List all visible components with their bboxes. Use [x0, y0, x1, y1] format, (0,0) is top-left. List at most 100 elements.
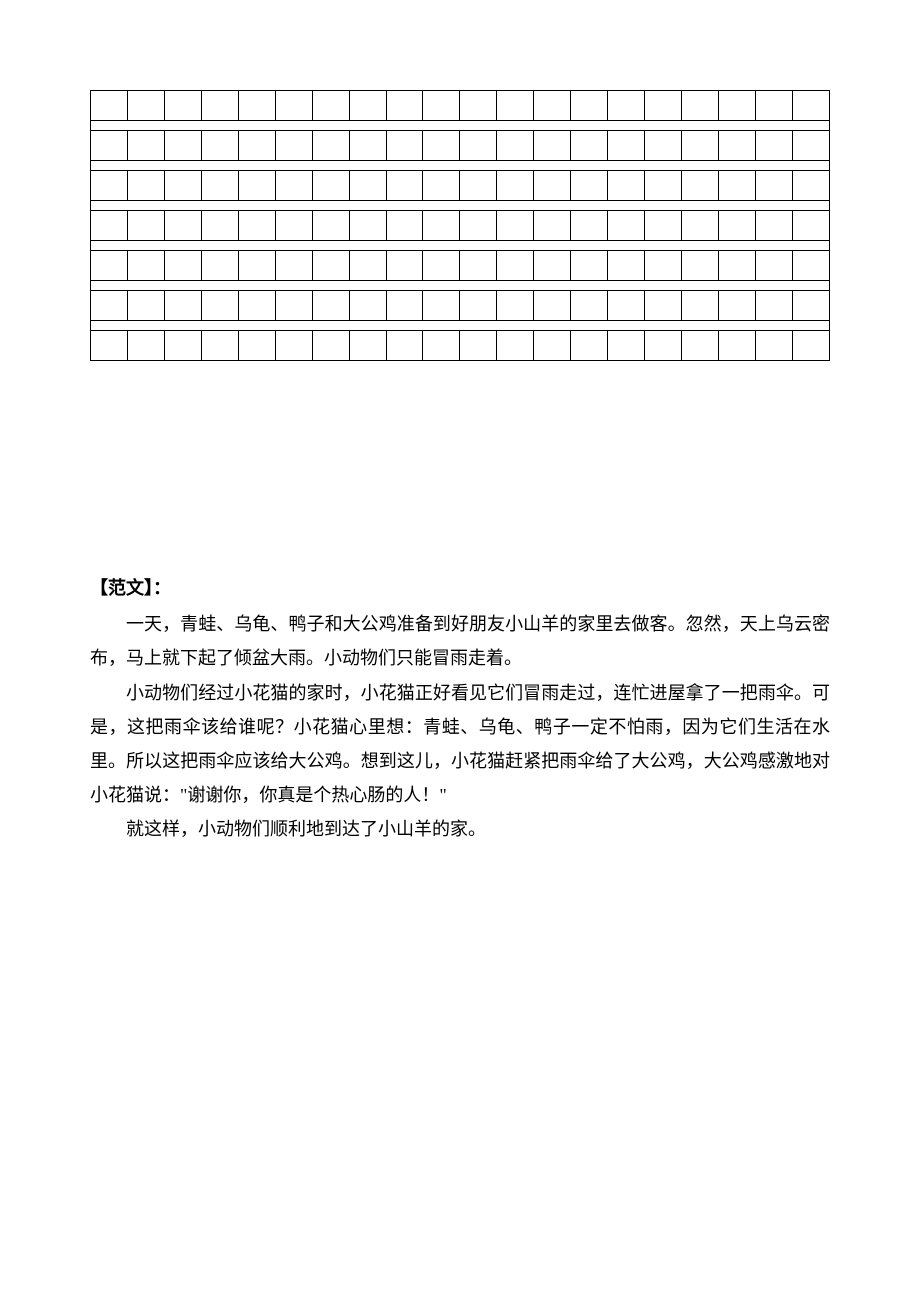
grid-spacer-row [91, 241, 830, 251]
grid-cell [91, 251, 128, 281]
grid-cell [792, 211, 829, 241]
grid-cell [608, 171, 645, 201]
essay-paragraph: 就这样，小动物们顺利地到达了小山羊的家。 [90, 812, 830, 846]
grid-cell [423, 171, 460, 201]
grid-cell [349, 131, 386, 161]
grid-cell [645, 131, 682, 161]
grid-row [91, 131, 830, 161]
grid-cell [534, 91, 571, 121]
grid-cell [91, 291, 128, 321]
grid-spacer-cell [91, 121, 830, 131]
grid-cell [682, 291, 719, 321]
grid-cell [312, 91, 349, 121]
essay-paragraph: 小动物们经过小花猫的家时，小花猫正好看见它们冒雨走过，连忙进屋拿了一把雨伞。可是… [90, 676, 830, 813]
grid-cell [423, 91, 460, 121]
grid-row [91, 291, 830, 321]
grid-cell [312, 331, 349, 361]
grid-cell [755, 91, 792, 121]
grid-cell [645, 331, 682, 361]
grid-cell [423, 291, 460, 321]
grid-cell [386, 291, 423, 321]
grid-cell [127, 171, 164, 201]
grid-cell [608, 91, 645, 121]
grid-row [91, 211, 830, 241]
grid-cell [718, 131, 755, 161]
grid-spacer-row [91, 121, 830, 131]
grid-cell [127, 251, 164, 281]
grid-cell [792, 91, 829, 121]
grid-cell [497, 331, 534, 361]
grid-cell [792, 291, 829, 321]
grid-cell [755, 171, 792, 201]
grid-cell [645, 91, 682, 121]
grid-cell [164, 291, 201, 321]
essay-title: 【范文】： [90, 571, 830, 605]
grid-cell [423, 211, 460, 241]
grid-cell [238, 131, 275, 161]
grid-cell [460, 331, 497, 361]
grid-cell [386, 211, 423, 241]
grid-cell [201, 291, 238, 321]
grid-cell [238, 251, 275, 281]
grid-cell [127, 91, 164, 121]
grid-cell [497, 291, 534, 321]
grid-cell [792, 131, 829, 161]
grid-cell [460, 251, 497, 281]
grid-cell [127, 131, 164, 161]
grid-cell [645, 251, 682, 281]
grid-cell [349, 291, 386, 321]
grid-spacer-cell [91, 281, 830, 291]
grid-cell [312, 211, 349, 241]
grid-cell [755, 291, 792, 321]
grid-row [91, 251, 830, 281]
grid-cell [682, 211, 719, 241]
grid-cell [201, 131, 238, 161]
grid-cell [571, 171, 608, 201]
grid-cell [571, 331, 608, 361]
grid-cell [164, 131, 201, 161]
grid-cell [312, 131, 349, 161]
grid-cell [275, 251, 312, 281]
grid-cell [91, 91, 128, 121]
grid-spacer-row [91, 201, 830, 211]
grid-cell [682, 131, 719, 161]
grid-cell [608, 131, 645, 161]
grid-cell [275, 91, 312, 121]
grid-cell [682, 331, 719, 361]
grid-cell [164, 331, 201, 361]
grid-cell [275, 131, 312, 161]
writing-grid [90, 90, 830, 361]
grid-cell [201, 91, 238, 121]
grid-spacer-cell [91, 161, 830, 171]
grid-cell [718, 331, 755, 361]
grid-cell [238, 291, 275, 321]
grid-cell [755, 211, 792, 241]
essay-paragraph: 一天，青蛙、乌龟、鸭子和大公鸡准备到好朋友小山羊的家里去做客。忽然，天上乌云密布… [90, 607, 830, 675]
grid-cell [275, 211, 312, 241]
grid-cell [718, 171, 755, 201]
grid-cell [497, 131, 534, 161]
grid-cell [386, 171, 423, 201]
grid-cell [497, 251, 534, 281]
grid-cell [645, 291, 682, 321]
grid-cell [645, 211, 682, 241]
grid-cell [460, 291, 497, 321]
grid-cell [460, 131, 497, 161]
grid-cell [645, 171, 682, 201]
grid-cell [534, 291, 571, 321]
grid-cell [755, 331, 792, 361]
grid-cell [718, 91, 755, 121]
grid-cell [164, 251, 201, 281]
grid-spacer-cell [91, 241, 830, 251]
grid-row [91, 331, 830, 361]
grid-cell [201, 331, 238, 361]
grid-cell [312, 251, 349, 281]
grid-cell [349, 171, 386, 201]
grid-row [91, 91, 830, 121]
grid-cell [682, 171, 719, 201]
grid-cell [571, 251, 608, 281]
grid-cell [238, 211, 275, 241]
grid-cell [423, 131, 460, 161]
grid-cell [460, 171, 497, 201]
grid-cell [460, 91, 497, 121]
